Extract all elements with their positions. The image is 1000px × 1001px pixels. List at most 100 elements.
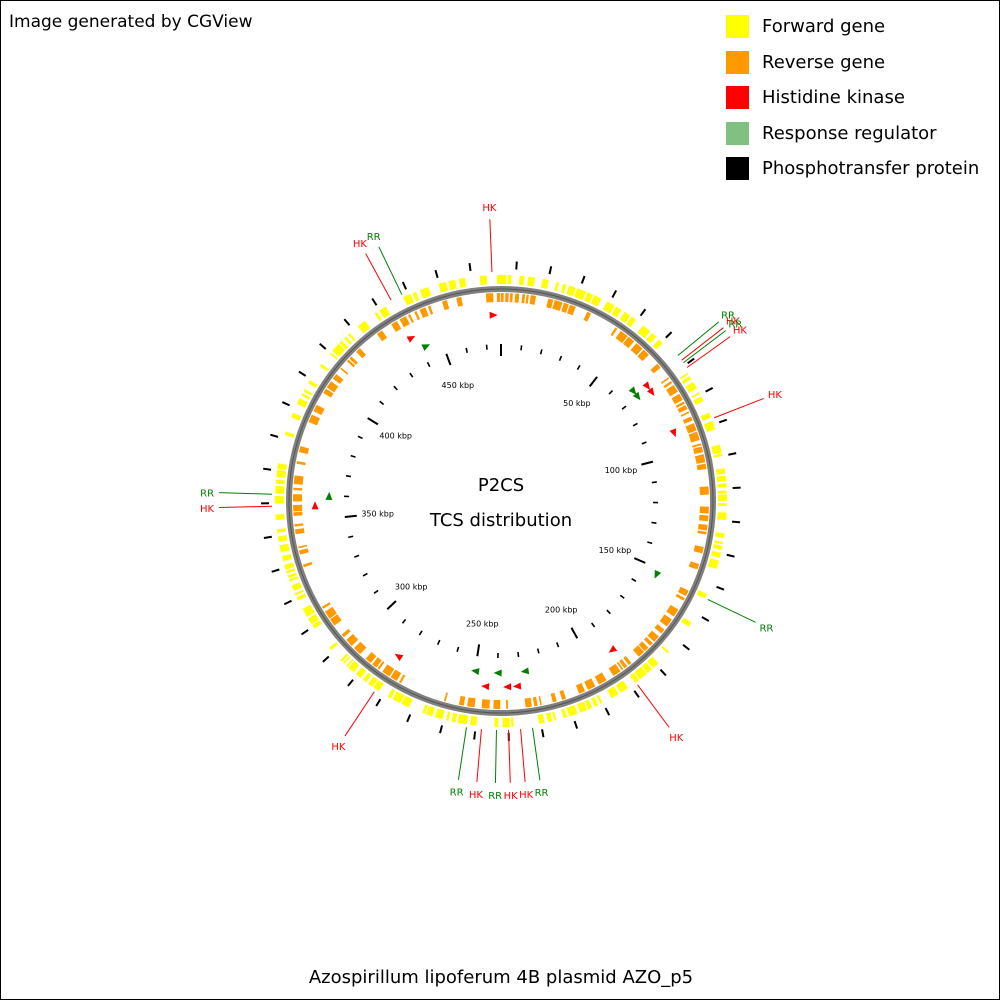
phosphotransfer-mark [666,332,672,338]
rr-label: RR [450,788,464,799]
reverse-gene-block [533,697,538,706]
forward-gene-block [276,480,285,485]
forward-gene-block [685,382,696,393]
reverse-gene-block [493,700,500,709]
forward-gene-block [438,282,448,293]
rr-marker [494,669,502,676]
phosphotransfer-mark [372,298,376,305]
hk-label: HK [733,326,748,337]
reverse-gene-block [546,298,553,308]
forward-gene-block [552,711,556,720]
forward-gene-block [603,301,615,313]
reverse-gene-block [501,293,504,302]
forward-gene-block [451,713,457,723]
major-tick [477,644,479,656]
forward-gene-block [284,562,294,569]
reverse-gene-block [661,377,669,384]
reverse-gene-block [296,461,305,465]
minor-tick [633,423,637,425]
major-tick [368,418,378,424]
reverse-gene-block [293,494,302,501]
forward-gene-block [653,339,663,349]
forward-gene-block [561,284,567,294]
forward-gene-block [715,532,725,538]
forward-gene-block [718,491,727,494]
phosphotransfer-mark [582,276,585,283]
reverse-gene-block [530,295,537,305]
forward-gene-block [276,470,286,478]
forward-gene-block [717,476,726,482]
hk-marker [481,682,490,690]
forward-gene-block [519,276,525,285]
forward-gene-block [480,275,488,285]
reverse-gene-block [467,697,476,707]
reverse-gene-block [697,464,707,471]
forward-gene-block [567,705,578,716]
forward-gene-block [375,312,382,321]
phosphotransfer-mark [348,680,353,686]
phosphotransfer-mark [299,372,306,376]
reverse-gene-block [309,415,320,426]
tick-label: 300 kbp [395,582,428,591]
hk-leader-line [477,729,482,782]
reverse-gene-block [400,316,410,327]
phosphotransfer-mark [474,732,475,740]
reverse-gene-block [298,545,307,549]
hk-leader-line [638,685,670,728]
major-tick [446,354,450,365]
phosphotransfer-mark [435,270,437,278]
forward-gene-block [275,496,284,503]
forward-gene-block [435,709,445,720]
phosphotransfer-mark [606,708,610,715]
reverse-gene-block [391,321,401,332]
phosphotransfer-mark [719,420,727,423]
minor-tick [410,373,413,377]
reverse-gene-block [676,594,685,601]
forward-gene-block [714,540,723,544]
reverse-gene-block [611,327,618,336]
reverse-gene-block [356,348,366,358]
minor-tick [380,401,384,404]
forward-gene-block [591,295,602,306]
hk-label: HK [482,203,497,214]
reverse-gene-block [456,297,463,307]
hk-leader-line [714,398,763,417]
rr-label: RR [759,623,773,634]
tick-label: 450 kbp [442,381,475,390]
forward-gene-block [448,280,457,290]
rr-leader-line [683,331,725,363]
minor-tick [642,442,647,444]
minor-tick [521,345,522,350]
phosphotransfer-mark [575,721,578,729]
minor-tick [541,349,542,354]
reverse-gene-block [293,488,302,491]
phosphotransfer-mark [732,522,740,523]
forward-gene-block [718,503,727,506]
minor-tick [374,590,378,593]
forward-gene-block [291,413,301,421]
forward-gene-block [574,288,586,300]
phosphotransfer-mark [469,263,470,271]
forward-gene-block [566,286,575,297]
phosphotransfer-mark [516,262,517,270]
forward-gene-block [661,646,669,654]
forward-gene-block [356,667,366,678]
minor-tick [419,631,422,635]
tick-label: 350 kbp [361,510,394,519]
minor-tick [620,595,624,598]
hk-label: HK [768,390,783,401]
phosphotransfer-mark [302,630,309,634]
forward-gene-block [275,486,284,494]
forward-gene-block [282,554,292,561]
major-tick [571,628,577,638]
phosphotransfer-mark [270,435,278,437]
reverse-gene-block [525,698,532,708]
forward-gene-block [503,718,510,727]
forward-gene-block [693,396,703,405]
phosphotransfer-mark [284,601,291,604]
minor-tick [632,579,636,582]
forward-gene-block [561,709,567,719]
hk-label: HK [504,791,519,802]
